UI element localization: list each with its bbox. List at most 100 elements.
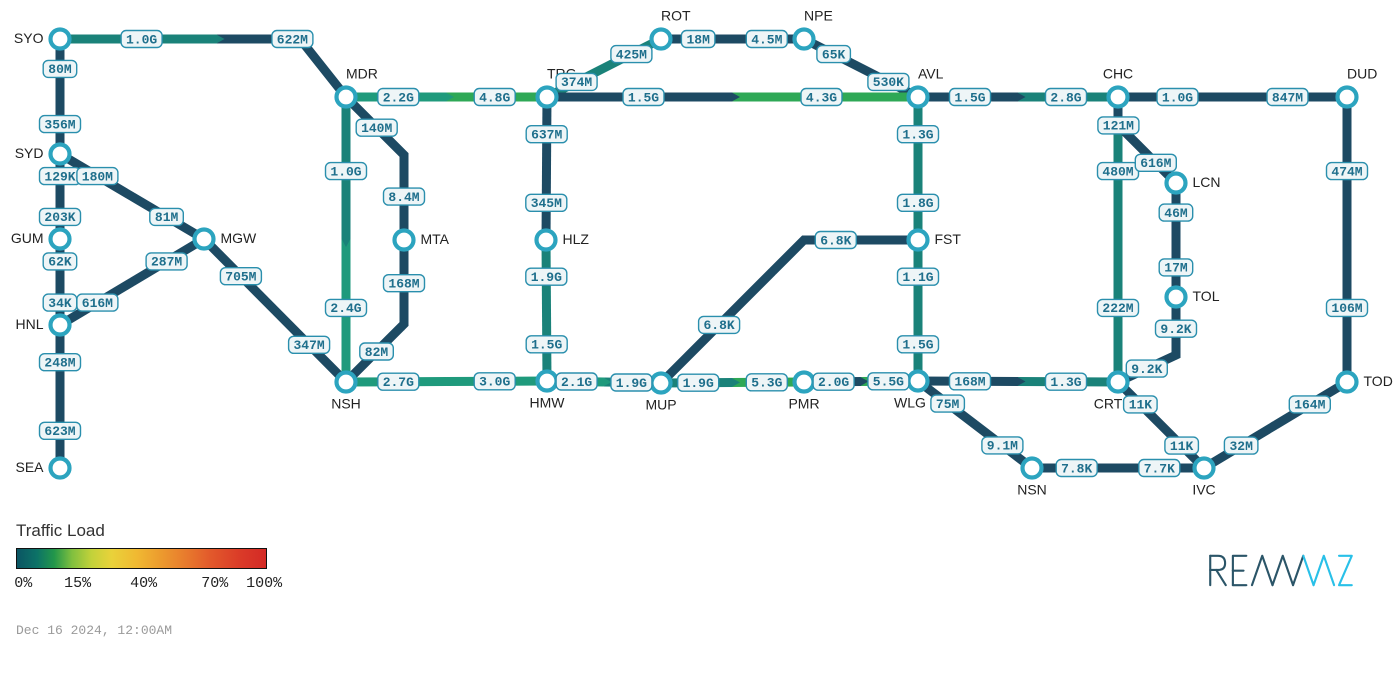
svg-text:1.9G: 1.9G xyxy=(616,376,647,391)
svg-text:1.8G: 1.8G xyxy=(902,196,933,211)
svg-text:1.9G: 1.9G xyxy=(531,270,562,285)
svg-text:2.8G: 2.8G xyxy=(1050,90,1081,105)
svg-text:32M: 32M xyxy=(1229,439,1253,454)
svg-text:1.3G: 1.3G xyxy=(902,128,933,143)
svg-text:1.5G: 1.5G xyxy=(531,338,562,353)
svg-text:MTA: MTA xyxy=(421,231,450,247)
svg-text:129K: 129K xyxy=(44,169,75,184)
svg-text:168M: 168M xyxy=(388,277,419,292)
svg-text:222M: 222M xyxy=(1102,301,1133,316)
svg-text:7.7K: 7.7K xyxy=(1144,461,1175,476)
svg-text:4.5M: 4.5M xyxy=(751,32,782,47)
svg-text:MGW: MGW xyxy=(221,230,258,246)
svg-text:530K: 530K xyxy=(873,75,904,90)
svg-text:1.3G: 1.3G xyxy=(1050,375,1081,390)
svg-text:11K: 11K xyxy=(1170,439,1194,454)
svg-text:TOL: TOL xyxy=(1193,288,1220,304)
svg-text:106M: 106M xyxy=(1331,301,1362,316)
svg-text:46M: 46M xyxy=(1164,206,1188,221)
svg-text:287M: 287M xyxy=(151,255,182,270)
svg-text:AVL: AVL xyxy=(918,66,944,82)
svg-text:616M: 616M xyxy=(82,296,113,311)
svg-text:HLZ: HLZ xyxy=(563,231,590,247)
svg-text:2.7G: 2.7G xyxy=(383,375,414,390)
svg-text:2.4G: 2.4G xyxy=(330,301,361,316)
svg-text:705M: 705M xyxy=(225,270,256,285)
svg-text:34K: 34K xyxy=(48,296,72,311)
svg-text:NPE: NPE xyxy=(804,8,833,24)
svg-text:HNL: HNL xyxy=(15,316,43,332)
svg-text:2.1G: 2.1G xyxy=(561,375,592,390)
svg-text:75M: 75M xyxy=(936,397,960,412)
svg-text:180M: 180M xyxy=(82,169,113,184)
svg-text:1.0G: 1.0G xyxy=(126,32,157,47)
svg-text:SYD: SYD xyxy=(15,145,44,161)
svg-text:1.0G: 1.0G xyxy=(1162,90,1193,105)
svg-text:347M: 347M xyxy=(293,338,324,353)
svg-text:82M: 82M xyxy=(365,345,389,360)
svg-text:IVC: IVC xyxy=(1192,482,1215,498)
svg-text:637M: 637M xyxy=(531,128,562,143)
svg-text:62K: 62K xyxy=(48,255,72,270)
svg-text:GUM: GUM xyxy=(11,230,44,246)
svg-text:480M: 480M xyxy=(1102,164,1133,179)
svg-text:SEA: SEA xyxy=(15,459,44,475)
svg-text:356M: 356M xyxy=(44,117,75,132)
svg-text:248M: 248M xyxy=(44,356,75,371)
svg-text:623M: 623M xyxy=(44,424,75,439)
svg-text:616M: 616M xyxy=(1140,156,1171,171)
svg-text:474M: 474M xyxy=(1331,164,1362,179)
svg-text:80M: 80M xyxy=(48,62,72,77)
svg-text:1.0G: 1.0G xyxy=(330,164,361,179)
svg-text:NSH: NSH xyxy=(331,396,361,412)
svg-text:5.5G: 5.5G xyxy=(873,375,904,390)
svg-text:2.0G: 2.0G xyxy=(818,375,849,390)
svg-text:6.8K: 6.8K xyxy=(820,233,851,248)
svg-text:3.0G: 3.0G xyxy=(479,375,510,390)
svg-text:140M: 140M xyxy=(361,121,392,136)
svg-text:4.8G: 4.8G xyxy=(479,90,510,105)
svg-text:8.4M: 8.4M xyxy=(388,190,419,205)
svg-text:18M: 18M xyxy=(686,32,710,47)
svg-text:9.2K: 9.2K xyxy=(1160,322,1191,337)
svg-text:ROT: ROT xyxy=(661,8,691,24)
svg-text:MDR: MDR xyxy=(346,66,378,82)
svg-text:PMR: PMR xyxy=(788,396,819,412)
svg-text:11K: 11K xyxy=(1129,398,1153,413)
svg-text:17M: 17M xyxy=(1164,261,1188,276)
svg-text:LCN: LCN xyxy=(1193,174,1221,190)
svg-text:FST: FST xyxy=(935,231,962,247)
svg-text:65K: 65K xyxy=(822,47,846,62)
svg-text:81M: 81M xyxy=(155,210,179,225)
svg-text:168M: 168M xyxy=(954,375,985,390)
svg-text:HMW: HMW xyxy=(530,395,566,411)
svg-text:164M: 164M xyxy=(1294,398,1325,413)
svg-text:1.5G: 1.5G xyxy=(954,90,985,105)
svg-text:TOD: TOD xyxy=(1364,373,1393,389)
svg-text:345M: 345M xyxy=(531,196,562,211)
svg-text:6.8K: 6.8K xyxy=(703,318,734,333)
svg-text:622M: 622M xyxy=(277,32,308,47)
svg-text:1.1G: 1.1G xyxy=(902,270,933,285)
svg-text:CRT: CRT xyxy=(1094,396,1123,412)
svg-text:DUD: DUD xyxy=(1347,66,1377,82)
svg-text:374M: 374M xyxy=(561,75,592,90)
svg-text:203K: 203K xyxy=(44,210,75,225)
svg-text:7.8K: 7.8K xyxy=(1061,461,1092,476)
svg-text:5.3G: 5.3G xyxy=(751,376,782,391)
svg-text:MUP: MUP xyxy=(645,397,676,413)
svg-text:2.2G: 2.2G xyxy=(383,90,414,105)
svg-text:425M: 425M xyxy=(616,47,647,62)
svg-text:121M: 121M xyxy=(1103,119,1134,134)
svg-text:WLG: WLG xyxy=(894,395,926,411)
svg-text:1.9G: 1.9G xyxy=(683,376,714,391)
svg-text:SYO: SYO xyxy=(14,30,44,46)
svg-text:NSN: NSN xyxy=(1017,482,1047,498)
svg-text:4.3G: 4.3G xyxy=(806,90,837,105)
svg-text:847M: 847M xyxy=(1272,90,1303,105)
svg-text:9.1M: 9.1M xyxy=(987,439,1018,454)
svg-text:CHC: CHC xyxy=(1103,66,1133,82)
svg-text:1.5G: 1.5G xyxy=(628,90,659,105)
svg-text:1.5G: 1.5G xyxy=(902,338,933,353)
svg-text:9.2K: 9.2K xyxy=(1131,362,1162,377)
